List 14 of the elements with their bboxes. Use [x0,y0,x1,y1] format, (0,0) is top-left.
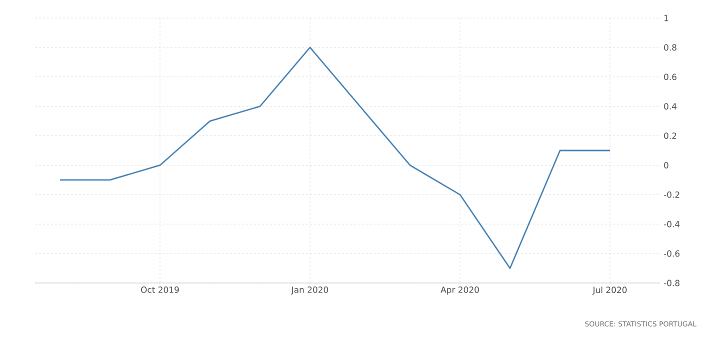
y-tick-label: -0.4 [664,220,680,228]
y-tick-label: 0.4 [664,103,677,110]
y-tick-label: 0.8 [664,44,676,51]
y-tick-label: -0.2 [664,191,680,198]
y-tick-label: 1 [664,14,668,22]
x-tick-label: Jul 2020 [592,286,627,295]
x-tick-label: Apr 2020 [440,286,479,295]
y-tick-label: 0 [664,162,668,168]
y-tick-label: -0.8 [664,280,680,286]
y-tick-label: 0.6 [664,74,676,80]
x-tick-label: Oct 2019 [141,286,179,293]
y-tick-label: 0.2 [664,132,676,139]
y-tick-label: -0.6 [664,250,680,257]
x-tick-label: Jan 2020 [290,286,328,295]
